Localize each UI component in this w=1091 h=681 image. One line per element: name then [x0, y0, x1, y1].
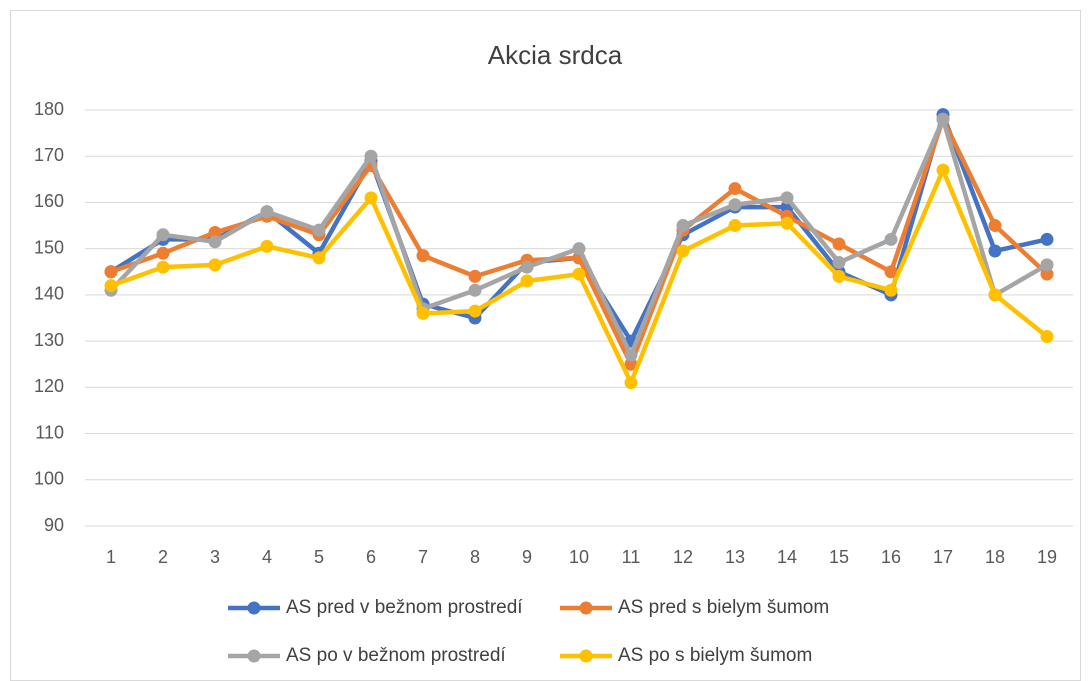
point	[312, 223, 326, 237]
x-tick-label: 2	[158, 547, 168, 567]
legend-label: AS pred v bežnom prostredí	[286, 597, 523, 618]
y-tick-label: 130	[34, 330, 64, 350]
point	[676, 219, 690, 233]
point	[1040, 258, 1054, 272]
point	[832, 256, 846, 270]
point	[780, 216, 794, 230]
x-tick-label: 4	[262, 547, 272, 567]
point	[468, 304, 482, 318]
point	[1040, 329, 1054, 343]
point	[208, 225, 222, 239]
x-tick-label: 8	[470, 547, 480, 567]
point	[728, 219, 742, 233]
x-tick-label: 3	[210, 547, 220, 567]
legend-label: AS po s bielym šumom	[618, 645, 812, 666]
y-tick-label: 110	[35, 422, 64, 442]
legend-label: AS po v bežnom prostredí	[286, 645, 506, 666]
y-tick-label: 100	[34, 469, 64, 489]
point	[572, 242, 586, 256]
x-tick-label: 11	[622, 547, 641, 567]
point	[156, 246, 170, 260]
x-tick-label: 7	[418, 547, 428, 567]
x-tick-label: 14	[777, 547, 797, 567]
point	[780, 191, 794, 205]
x-tick-label: 9	[522, 547, 532, 567]
legend-label: AS pred s bielym šumom	[618, 597, 829, 618]
x-tick-label: 19	[1037, 547, 1057, 567]
x-tick-label: 17	[933, 547, 953, 567]
point	[832, 269, 846, 283]
x-tick-label: 12	[673, 547, 693, 567]
y-tick-label: 90	[44, 515, 64, 535]
point	[988, 288, 1002, 302]
x-tick-label: 18	[985, 547, 1005, 567]
point	[884, 265, 898, 279]
point	[416, 249, 430, 263]
point	[936, 112, 950, 126]
point	[728, 198, 742, 212]
point	[416, 306, 430, 320]
x-tick-label: 15	[829, 547, 849, 567]
point	[1040, 232, 1054, 246]
x-tick-label: 5	[314, 547, 324, 567]
y-tick-label: 150	[34, 237, 64, 257]
point	[520, 274, 534, 288]
point	[728, 182, 742, 196]
legend-marker	[247, 601, 261, 615]
point	[676, 244, 690, 258]
point	[364, 191, 378, 205]
y-tick-label: 170	[34, 145, 64, 165]
point	[260, 239, 274, 253]
point	[988, 244, 1002, 258]
point	[884, 232, 898, 246]
y-tick-label: 160	[34, 191, 64, 211]
point	[156, 228, 170, 242]
legend-marker	[579, 649, 593, 663]
point	[936, 163, 950, 177]
point	[260, 205, 274, 219]
x-tick-label: 10	[569, 547, 589, 567]
chart-border	[10, 10, 1081, 681]
point	[1040, 267, 1054, 281]
point	[832, 237, 846, 251]
point	[884, 283, 898, 297]
point	[624, 357, 638, 371]
point	[624, 348, 638, 362]
y-tick-label: 140	[34, 284, 64, 304]
point	[104, 265, 118, 279]
point	[520, 260, 534, 274]
x-tick-label: 6	[366, 547, 376, 567]
legend-marker	[247, 649, 261, 663]
y-tick-label: 120	[34, 376, 64, 396]
x-tick-label: 13	[725, 547, 745, 567]
point	[624, 376, 638, 390]
y-tick-label: 180	[34, 99, 64, 119]
point	[208, 258, 222, 272]
point	[156, 260, 170, 274]
point	[572, 267, 586, 281]
point	[104, 279, 118, 293]
chart-title: Akcia srdca	[488, 40, 623, 70]
x-tick-label: 16	[881, 547, 901, 567]
point	[364, 149, 378, 163]
point	[312, 251, 326, 265]
point	[988, 219, 1002, 233]
point	[468, 269, 482, 283]
point	[208, 235, 222, 249]
legend-marker	[579, 601, 593, 615]
x-tick-label: 1	[106, 547, 116, 567]
point	[468, 283, 482, 297]
